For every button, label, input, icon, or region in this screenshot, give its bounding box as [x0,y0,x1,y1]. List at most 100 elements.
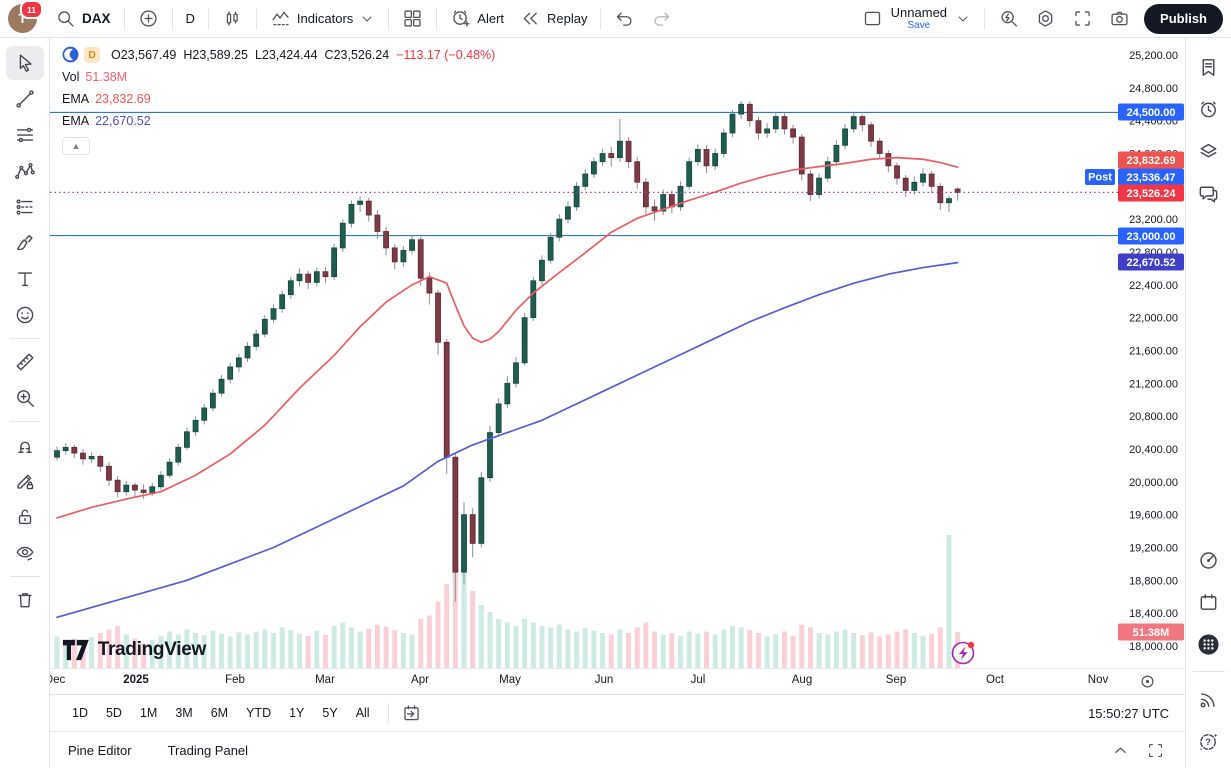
candle [513,357,519,388]
redo-button[interactable] [643,4,680,34]
go-to-date-button[interactable] [397,698,426,728]
bottom-range-toolbar: 1D 5D 1M 3M 6M YTD 1Y 5Y All 15:50:27 UTC [50,694,1185,731]
tool-brush[interactable] [6,226,44,260]
layout-name-button[interactable]: Unnamed Save [891,6,947,31]
tool-zoom-in[interactable] [6,381,44,415]
indicators-button[interactable]: Indicators [262,4,383,34]
snapshot-button[interactable] [1101,4,1138,34]
tab-trading-panel[interactable]: Trading Panel [167,742,249,758]
ema-slow-line[interactable] [56,261,959,619]
legend-label: Vol [62,70,80,84]
range-5y[interactable]: 5Y [314,702,345,724]
panel-calendar[interactable] [1191,584,1227,620]
panel-chat[interactable] [1191,175,1227,211]
tool-trash[interactable] [6,583,44,617]
price-tag: Post 23,536.47 [1085,168,1184,186]
time-axis[interactable]: Dec 2025 Feb Mar Apr May Jun Jul Aug Sep Oct Nov [45,668,1185,694]
tool-hide-drawings[interactable] [6,536,44,570]
fullscreen-button[interactable] [1064,4,1101,34]
ema-fast-line[interactable] [56,156,959,519]
alert-button[interactable]: Alert [442,4,512,34]
range-1y[interactable]: 1Y [281,702,312,724]
candle [88,452,95,463]
range-all[interactable]: All [348,702,378,724]
panel-alerts[interactable] [1191,91,1227,127]
indicator-legend-rows: Vol 51.38M EMA 23,832.69 EMA 22,670.52 [62,69,495,129]
publish-button[interactable]: Publish [1144,3,1223,34]
range-1d[interactable]: 1D [64,702,96,724]
events-lightning-icon[interactable] [951,641,975,665]
symbol-search-button[interactable]: DAX [47,4,119,34]
candle [313,267,320,287]
candle [642,178,649,215]
tool-lock[interactable] [6,500,44,534]
panel-broadcast[interactable] [1191,681,1227,717]
multichart-layout-button[interactable] [394,4,431,34]
candle [547,233,554,264]
user-avatar[interactable]: T 11 [8,0,43,33]
layout-menu-button[interactable] [947,4,979,34]
range-1m[interactable]: 1M [132,702,165,724]
candle [798,133,805,181]
tool-emoji[interactable] [6,298,44,332]
chart-settings-button[interactable] [1027,4,1064,34]
price-chart[interactable]: 25,200.0024,800.0024,400.0024,000.0023,2… [50,38,1185,668]
range-ytd[interactable]: YTD [238,702,279,724]
lock-icon [14,506,36,528]
tool-xabcd-pattern[interactable] [6,154,44,188]
candle [417,236,424,286]
tool-cursor[interactable] [5,46,44,80]
tool-drawing-lock[interactable] [6,464,44,498]
chart-style-button[interactable] [214,4,251,34]
price-tag: 51.38M [1118,623,1184,641]
tool-magnet[interactable] [6,428,44,462]
legend-row-ema[interactable]: EMA 22,670.52 [62,113,495,129]
tab-pine-editor[interactable]: Pine Editor [68,742,132,758]
drawing-toolbar [0,38,50,768]
xabcd-pattern-icon [14,160,36,182]
sidebar-divider [1192,671,1225,672]
chart-pane[interactable]: 25,200.0024,800.0024,400.0024,000.0023,2… [50,38,1185,668]
tool-forecasting[interactable] [6,190,44,224]
right-sidebar: ? [1185,38,1231,768]
panel-watchlist[interactable] [1191,49,1227,85]
price-axis[interactable]: 25,200.0024,800.0024,400.0024,000.0023,2… [1129,50,1178,653]
panel-help[interactable]: ? [1191,723,1227,759]
range-5d[interactable]: 5D [98,702,130,724]
quick-search-button[interactable] [990,4,1027,34]
interval-badge[interactable]: D [84,46,100,63]
horizontal-level-lines[interactable] [50,111,1118,237]
toolbar-separator [123,7,125,30]
replay-button[interactable]: Replay [512,4,595,34]
trend-line-icon [14,88,36,110]
candle [772,112,779,133]
tool-ruler[interactable] [6,345,44,379]
symbol-legend-row[interactable]: D O23,567.49 H23,589.25 L23,424.44 C23,5… [62,46,495,63]
time-axis-settings-icon[interactable] [1138,672,1157,691]
range-3m[interactable]: 3M [167,702,200,724]
chart-legend: D O23,567.49 H23,589.25 L23,424.44 C23,5… [62,46,495,155]
avatar-initial: T [18,11,27,26]
undo-button[interactable] [606,4,643,34]
layout-select-button[interactable] [854,4,891,34]
clock-utc[interactable]: 15:50:27 UTC [1088,705,1169,721]
legend-collapse-button[interactable]: ▲ [62,137,90,155]
legend-row-vol[interactable]: Vol 51.38M [62,69,495,85]
panel-apps[interactable] [1191,626,1227,662]
maximize-panel-icon[interactable] [1146,741,1165,760]
tool-horizontal-lines[interactable] [6,118,44,152]
candle [911,176,918,195]
save-label[interactable]: Save [907,20,931,31]
panel-data-window[interactable] [1191,133,1227,169]
price-tick-label: 18,400.00 [1129,608,1178,620]
tool-trend-line[interactable] [6,82,44,116]
legend-row-ema[interactable]: EMA 23,832.69 [62,91,495,107]
toolbar-divider [9,338,40,339]
interval-button[interactable]: D [178,4,203,34]
range-6m[interactable]: 6M [203,702,236,724]
candle [608,146,615,167]
tool-text[interactable] [6,262,44,296]
panel-hotlists[interactable] [1191,542,1227,578]
expand-panel-icon[interactable] [1111,741,1130,760]
compare-add-button[interactable] [130,4,167,34]
